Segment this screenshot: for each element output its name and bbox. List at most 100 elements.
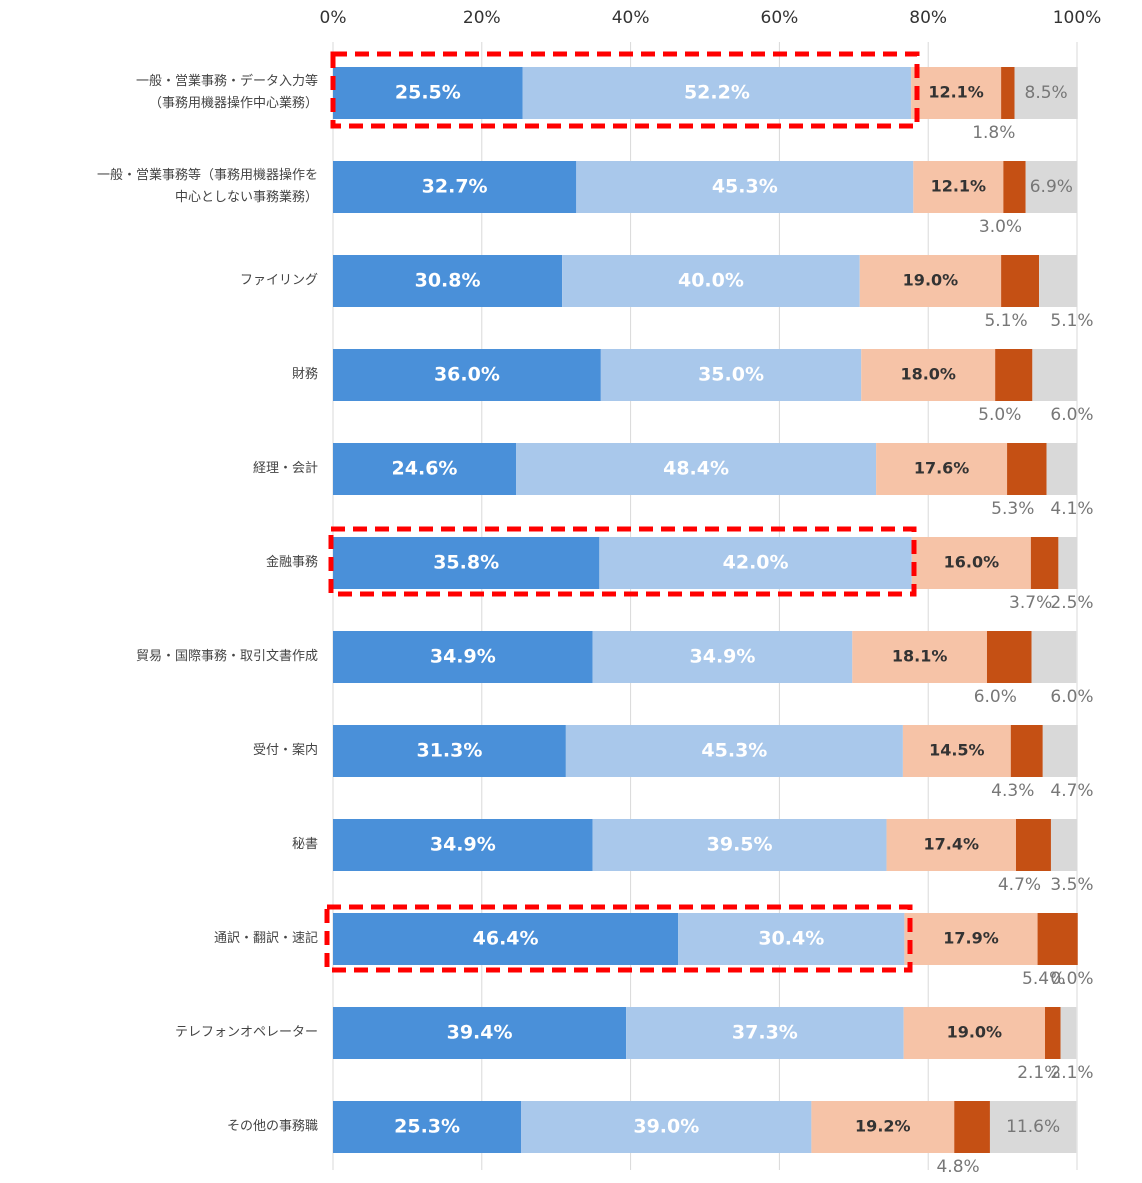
value-label: 5.1% [984, 311, 1027, 331]
value-label: 2.5% [1050, 593, 1093, 613]
bar-segment [911, 537, 1031, 589]
value-label: 35.0% [698, 364, 764, 386]
value-label: 5.0% [978, 405, 1021, 425]
value-label: 16.0% [944, 553, 1000, 572]
bar-segment [333, 255, 563, 307]
value-label: 4.8% [936, 1157, 979, 1177]
x-tick-label: 100% [1053, 8, 1102, 28]
bar-segment [522, 67, 912, 119]
value-label: 4.3% [991, 781, 1034, 801]
bar-segment [995, 349, 1033, 401]
bar-segment [989, 1101, 1077, 1153]
value-label: 5.1% [1050, 311, 1093, 331]
bar-segment [562, 255, 860, 307]
bar-segment [1045, 1007, 1061, 1059]
value-label: 12.1% [931, 177, 987, 196]
bar-segment [521, 1101, 812, 1153]
bar-segment [333, 913, 679, 965]
bar-segment [902, 725, 1011, 777]
x-tick-label: 20% [463, 8, 501, 28]
value-label: 37.3% [732, 1022, 798, 1044]
bar-segment [600, 349, 862, 401]
bar-segment [811, 1101, 955, 1153]
bar-segment [333, 537, 600, 589]
value-label: 34.9% [430, 646, 496, 668]
bar-segment [1042, 725, 1078, 777]
value-label: 5.4% [1022, 969, 1065, 989]
value-label: 46.4% [473, 928, 539, 950]
bar-segment [333, 349, 601, 401]
value-label: 31.3% [416, 740, 482, 762]
bar-segment [1025, 161, 1077, 213]
value-label: 17.9% [943, 929, 999, 948]
value-label: 18.1% [892, 647, 948, 666]
bar-segment [876, 443, 1008, 495]
value-label: 45.3% [712, 176, 778, 198]
value-label: 52.2% [684, 82, 750, 104]
value-label: 39.5% [707, 834, 773, 856]
bar-segment [1060, 1007, 1077, 1059]
bar-segment [954, 1101, 990, 1153]
bar-segment [576, 161, 914, 213]
value-label: 36.0% [434, 364, 500, 386]
bar-segment [859, 255, 1002, 307]
bar-segment [986, 631, 1032, 683]
value-label: 12.1% [928, 83, 984, 102]
bar-segment [1058, 537, 1077, 589]
value-label: 17.6% [914, 459, 970, 478]
value-label: 19.0% [947, 1023, 1003, 1042]
bar-segment [903, 1007, 1046, 1059]
value-label: 2.1% [1050, 1063, 1093, 1083]
bar-segment [1030, 537, 1059, 589]
category-label: 貿易・国際事務・取引文書作成 [135, 649, 318, 664]
bar-segment [1010, 725, 1043, 777]
value-label: 6.0% [1050, 405, 1093, 425]
highlight-box [330, 51, 920, 129]
value-label: 34.9% [430, 834, 496, 856]
value-label: 5.3% [991, 499, 1034, 519]
bar-segment [1015, 819, 1051, 871]
bar-segment [1001, 67, 1015, 119]
category-label: 通訳・翻訳・速記 [213, 931, 318, 946]
bar-segment [1031, 631, 1077, 683]
bar-segment [1039, 255, 1077, 307]
value-label: 6.0% [1050, 687, 1093, 707]
value-label: 45.3% [701, 740, 767, 762]
bar-segment [333, 67, 523, 119]
value-label: 8.5% [1025, 83, 1068, 103]
bar-segment [592, 631, 853, 683]
value-label: 25.5% [395, 82, 461, 104]
bar-segment [913, 161, 1004, 213]
value-label: 39.4% [447, 1022, 513, 1044]
bar-segment [1003, 161, 1026, 213]
value-label: 34.9% [690, 646, 756, 668]
bar-segment [1007, 443, 1047, 495]
value-label: 2.1% [1017, 1063, 1060, 1083]
category-label: ファイリング [239, 273, 318, 288]
bar-segment [1037, 913, 1078, 965]
bar-segment [333, 1007, 627, 1059]
bar-segment [626, 1007, 904, 1059]
category-label: 経理・会計 [252, 461, 318, 476]
value-label: 18.0% [900, 365, 956, 384]
bar-segment [911, 67, 1002, 119]
value-label: 17.4% [924, 835, 980, 854]
value-label: 25.3% [394, 1116, 460, 1138]
category-label: その他の事務職 [226, 1119, 318, 1134]
value-label: 40.0% [678, 270, 744, 292]
value-label: 19.2% [855, 1117, 911, 1136]
highlight-box [324, 904, 913, 973]
value-label: 1.8% [972, 123, 1015, 143]
bar-segment [852, 631, 987, 683]
bar-segment [599, 537, 912, 589]
value-label: 6.9% [1030, 177, 1073, 197]
value-label: 48.4% [663, 458, 729, 480]
value-label: 3.5% [1050, 875, 1093, 895]
bar-segment [565, 725, 903, 777]
value-label: 11.6% [1006, 1117, 1060, 1137]
bar-segment [1001, 255, 1040, 307]
value-label: 39.0% [633, 1116, 699, 1138]
value-label: 4.1% [1050, 499, 1093, 519]
